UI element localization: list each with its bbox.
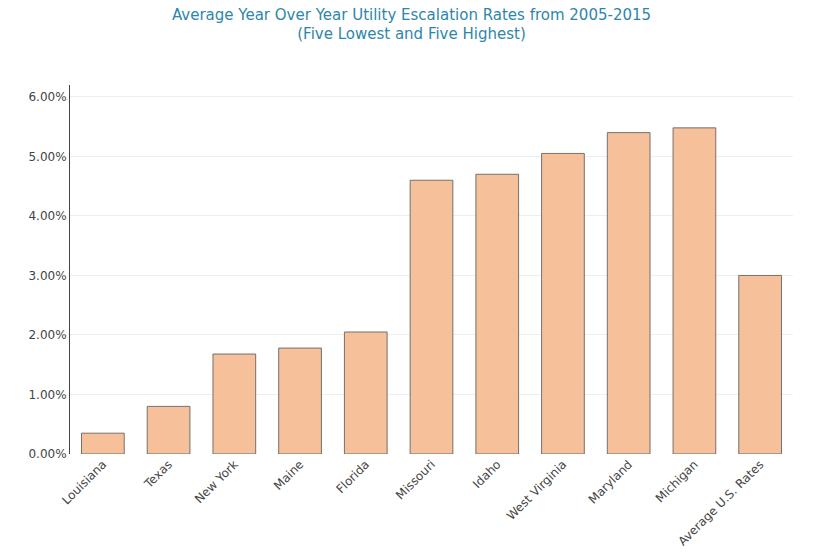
- svg-text:Average Year Over Year Utility: Average Year Over Year Utility Escalatio…: [172, 6, 651, 44]
- svg-text:0.00%: 0.00%: [28, 447, 66, 461]
- svg-text:West Virginia: West Virginia: [504, 457, 569, 522]
- svg-text:Louisiana: Louisiana: [59, 457, 109, 507]
- svg-text:2.00%: 2.00%: [28, 328, 66, 342]
- svg-text:Missouri: Missouri: [393, 457, 438, 502]
- svg-text:Florida: Florida: [333, 457, 372, 496]
- svg-text:Average U.S. Rates: Average U.S. Rates: [675, 457, 766, 548]
- svg-text:4.00%: 4.00%: [28, 209, 66, 223]
- svg-text:Idaho: Idaho: [470, 457, 504, 491]
- svg-text:New York: New York: [192, 457, 241, 506]
- svg-text:Maine: Maine: [271, 457, 306, 492]
- svg-text:3.00%: 3.00%: [28, 269, 66, 283]
- svg-text:Texas: Texas: [141, 457, 175, 491]
- svg-text:Michigan: Michigan: [653, 457, 701, 505]
- svg-text:Maryland: Maryland: [586, 457, 635, 506]
- svg-text:1.00%: 1.00%: [28, 388, 66, 402]
- svg-text:6.00%: 6.00%: [28, 90, 66, 104]
- svg-text:5.00%: 5.00%: [28, 150, 66, 164]
